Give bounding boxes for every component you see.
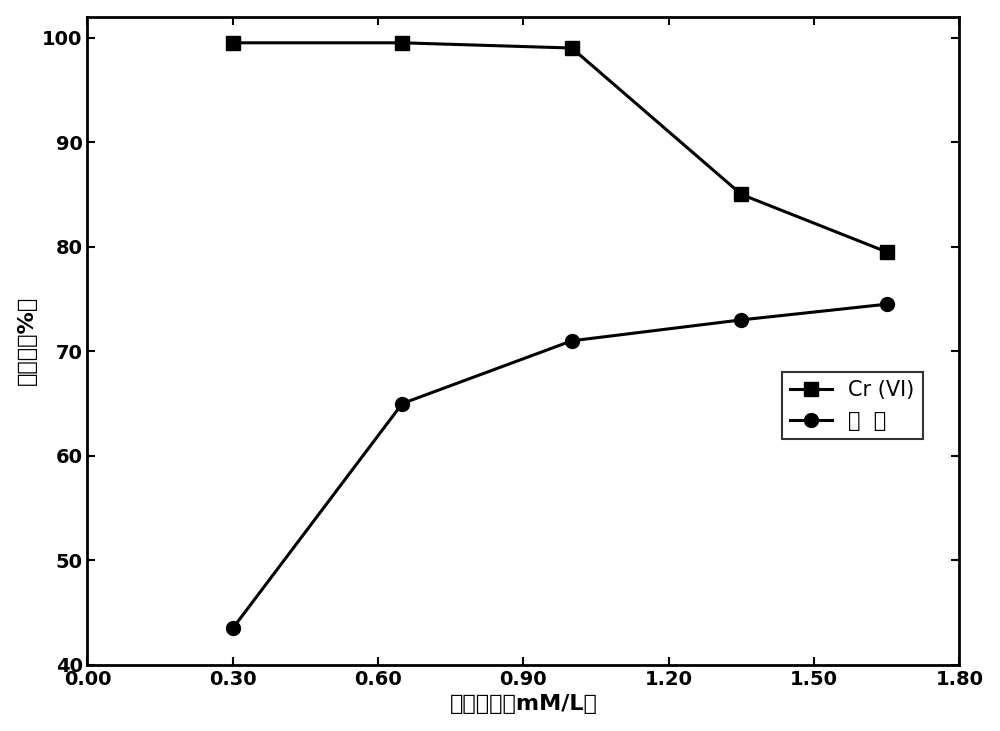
Cr (VI) [396, 39, 408, 48]
苯  酚 [396, 399, 408, 408]
Cr (VI) [227, 39, 239, 48]
X-axis label: 过硫酸钙（mM/L）: 过硫酸钙（mM/L） [449, 694, 597, 714]
Y-axis label: 去除率（%）: 去除率（%） [17, 296, 37, 385]
Legend: Cr (VI), 苯  酚: Cr (VI), 苯 酚 [782, 372, 923, 439]
Line: 苯  酚: 苯 酚 [226, 298, 894, 635]
Line: Cr (VI): Cr (VI) [226, 36, 894, 259]
苯  酚 [566, 336, 578, 345]
Cr (VI) [881, 248, 893, 257]
Cr (VI) [566, 44, 578, 53]
Cr (VI) [735, 190, 747, 199]
苯  酚 [227, 624, 239, 633]
苯  酚 [735, 316, 747, 325]
苯  酚 [881, 300, 893, 308]
